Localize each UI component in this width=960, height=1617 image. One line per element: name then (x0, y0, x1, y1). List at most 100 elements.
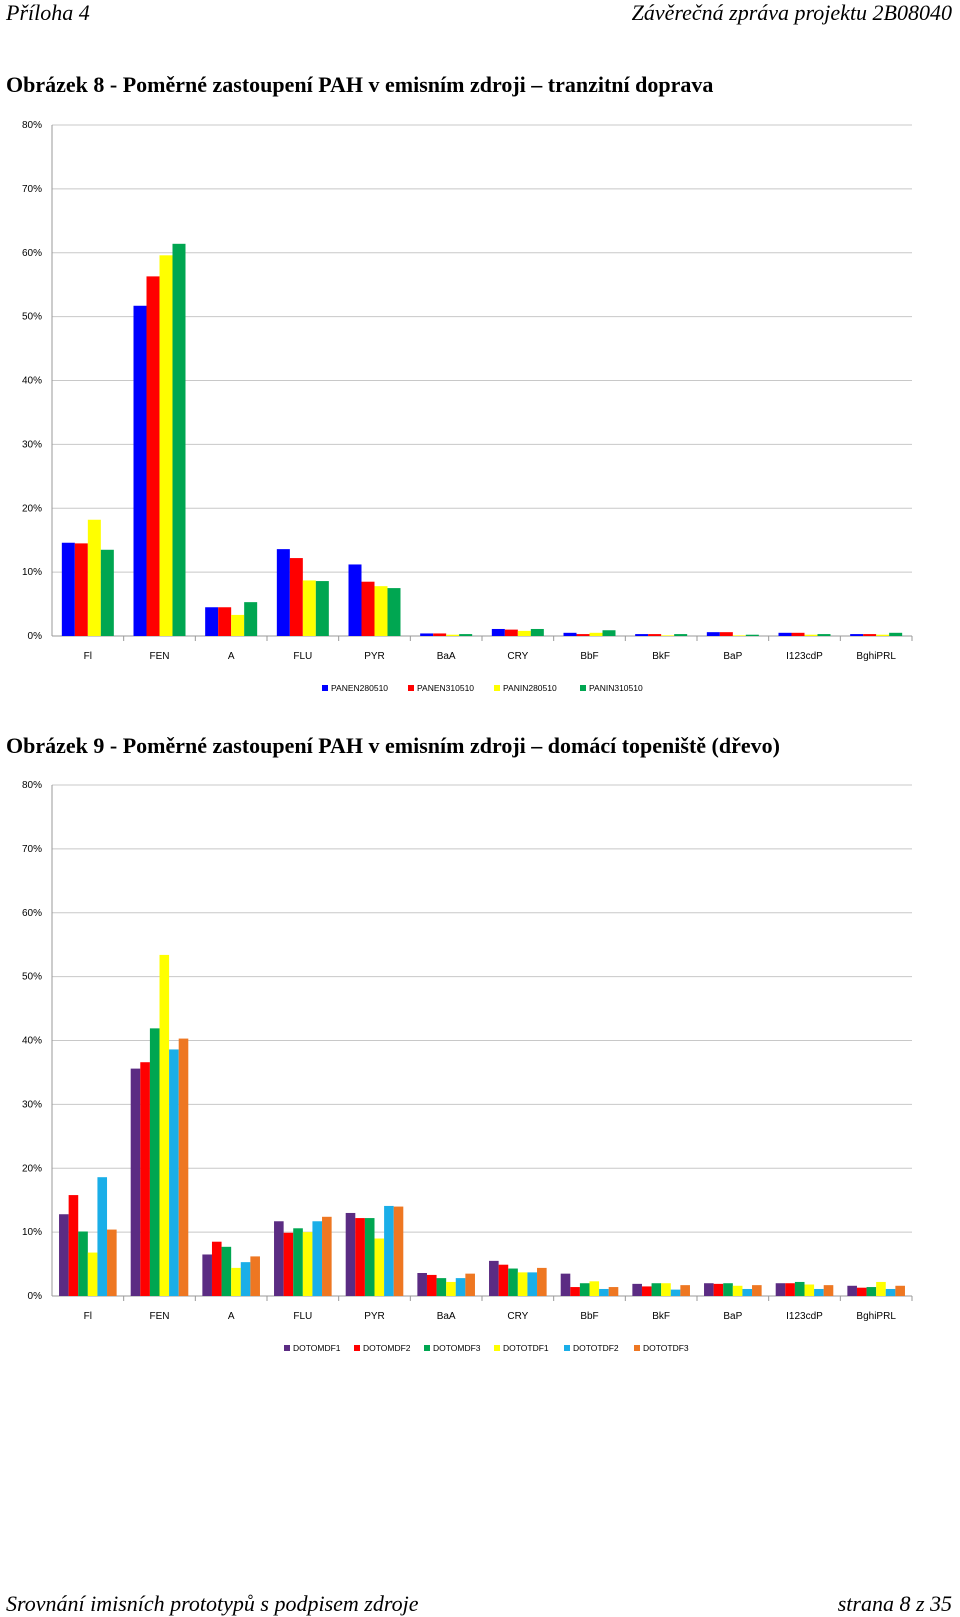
bar (364, 1218, 375, 1296)
bar (420, 633, 434, 636)
bar (172, 243, 186, 636)
legend-label: PANIN310510 (589, 683, 643, 693)
bar (417, 1273, 427, 1296)
bar (202, 1254, 212, 1296)
legend-swatch (408, 685, 414, 691)
bar (804, 634, 818, 636)
x-tick-label: A (228, 651, 235, 662)
bar (670, 1289, 681, 1296)
legend-swatch (564, 1345, 570, 1351)
bar (602, 630, 616, 636)
bar (641, 1286, 652, 1296)
bar (312, 1221, 323, 1296)
bar (455, 1278, 466, 1296)
bar (205, 607, 219, 636)
y-tick-label: 20% (22, 1163, 42, 1174)
bar (87, 1252, 98, 1296)
bar (527, 1272, 538, 1296)
bar (140, 1062, 150, 1296)
bar (885, 1288, 896, 1296)
x-tick-label: BkF (652, 1311, 670, 1322)
bar (608, 1287, 619, 1296)
x-tick-label: FEN (150, 1311, 170, 1322)
y-tick-label: 60% (22, 908, 42, 919)
bar (895, 1285, 905, 1296)
y-tick-label: 30% (22, 439, 42, 450)
x-tick-label: BaP (723, 651, 742, 662)
page-footer-right: strana 8 z 35 (837, 1591, 952, 1616)
x-tick-label: BghiPRL (856, 1311, 896, 1322)
x-tick-label: BaA (437, 651, 456, 662)
bar (433, 633, 447, 636)
chart-transit-traffic: 0% 10% 20% 30% 40% 50% 60% 70% 80% Fl FEN A FLU PYR Ba… (0, 108, 960, 708)
x-tick-label: CRY (507, 1311, 528, 1322)
bar (459, 634, 473, 636)
x-tick-label: BaP (723, 1311, 742, 1322)
bar (61, 542, 75, 636)
bar (563, 632, 577, 636)
bar (374, 586, 388, 636)
figure-9-title: Obrázek 9 - Poměrné zastoupení PAH v emi… (6, 733, 780, 758)
bar (745, 634, 759, 636)
bar (348, 564, 362, 636)
bar (537, 1267, 547, 1296)
bar (599, 1288, 609, 1296)
bar (589, 632, 603, 636)
x-tick-label: CRY (507, 651, 528, 662)
legend-swatch (634, 1345, 640, 1351)
legend-swatch (322, 685, 328, 691)
bar (178, 1038, 189, 1296)
bar (850, 634, 864, 636)
x-tick-label: BghiPRL (856, 651, 896, 662)
bar (823, 1285, 834, 1296)
bar (97, 1177, 108, 1296)
bar (426, 1274, 437, 1296)
bar (504, 629, 518, 636)
bar (706, 632, 720, 636)
bar (355, 1218, 365, 1296)
bar (498, 1264, 509, 1296)
bar (791, 632, 805, 636)
x-tick-label: I123cdP (786, 1311, 823, 1322)
y-tick-label: 70% (22, 184, 42, 195)
bar (169, 1049, 179, 1296)
bar (517, 630, 531, 636)
y-tick-label: 0% (28, 631, 43, 642)
legend-swatch (354, 1345, 360, 1351)
bar (218, 607, 232, 636)
bar (876, 634, 890, 636)
bar (794, 1281, 805, 1296)
legend-label: PANIN280510 (503, 683, 557, 693)
legend-label: DOTOTDF2 (573, 1343, 619, 1353)
legend-label: DOTOTDF1 (503, 1343, 549, 1353)
bar (78, 1231, 88, 1296)
bar (100, 549, 114, 636)
bar (778, 632, 792, 636)
bar (159, 954, 170, 1296)
legend-label: DOTOTDF3 (643, 1343, 689, 1353)
bar (274, 1221, 284, 1296)
bar (231, 1267, 241, 1296)
bar (446, 634, 460, 636)
bar (517, 1272, 528, 1296)
bar-chart-domestic: 0% 10% 20% 30% 40% 50% 60% 70% 80% Fl FEN A FLU PYR Ba… (22, 780, 913, 1353)
y-tick-label: 10% (22, 1227, 42, 1238)
chart-domestic-heating: 0% 10% 20% 30% 40% 50% 60% 70% 80% Fl FEN A FLU PYR Ba… (0, 768, 960, 1368)
legend-label: DOTOMDF2 (363, 1343, 411, 1353)
legend-swatch (424, 1345, 430, 1351)
bar (221, 1246, 232, 1296)
bar (576, 634, 590, 636)
bar (661, 1283, 671, 1296)
bar (361, 581, 375, 636)
y-tick-label: 40% (22, 1036, 42, 1047)
x-tick-label: FEN (150, 651, 170, 662)
x-tick-label: Fl (84, 1311, 92, 1322)
page-footer-left: Srovnání imisních prototypů s podpisem z… (6, 1591, 419, 1616)
legend-label: DOTOMDF3 (433, 1343, 481, 1353)
y-tick-label: 50% (22, 972, 42, 983)
y-tick-label: 60% (22, 248, 42, 259)
legend-label: PANEN280510 (331, 683, 388, 693)
bar (374, 1238, 385, 1296)
legend-label: DOTOMDF1 (293, 1343, 341, 1353)
x-tick-label: BbF (580, 651, 598, 662)
